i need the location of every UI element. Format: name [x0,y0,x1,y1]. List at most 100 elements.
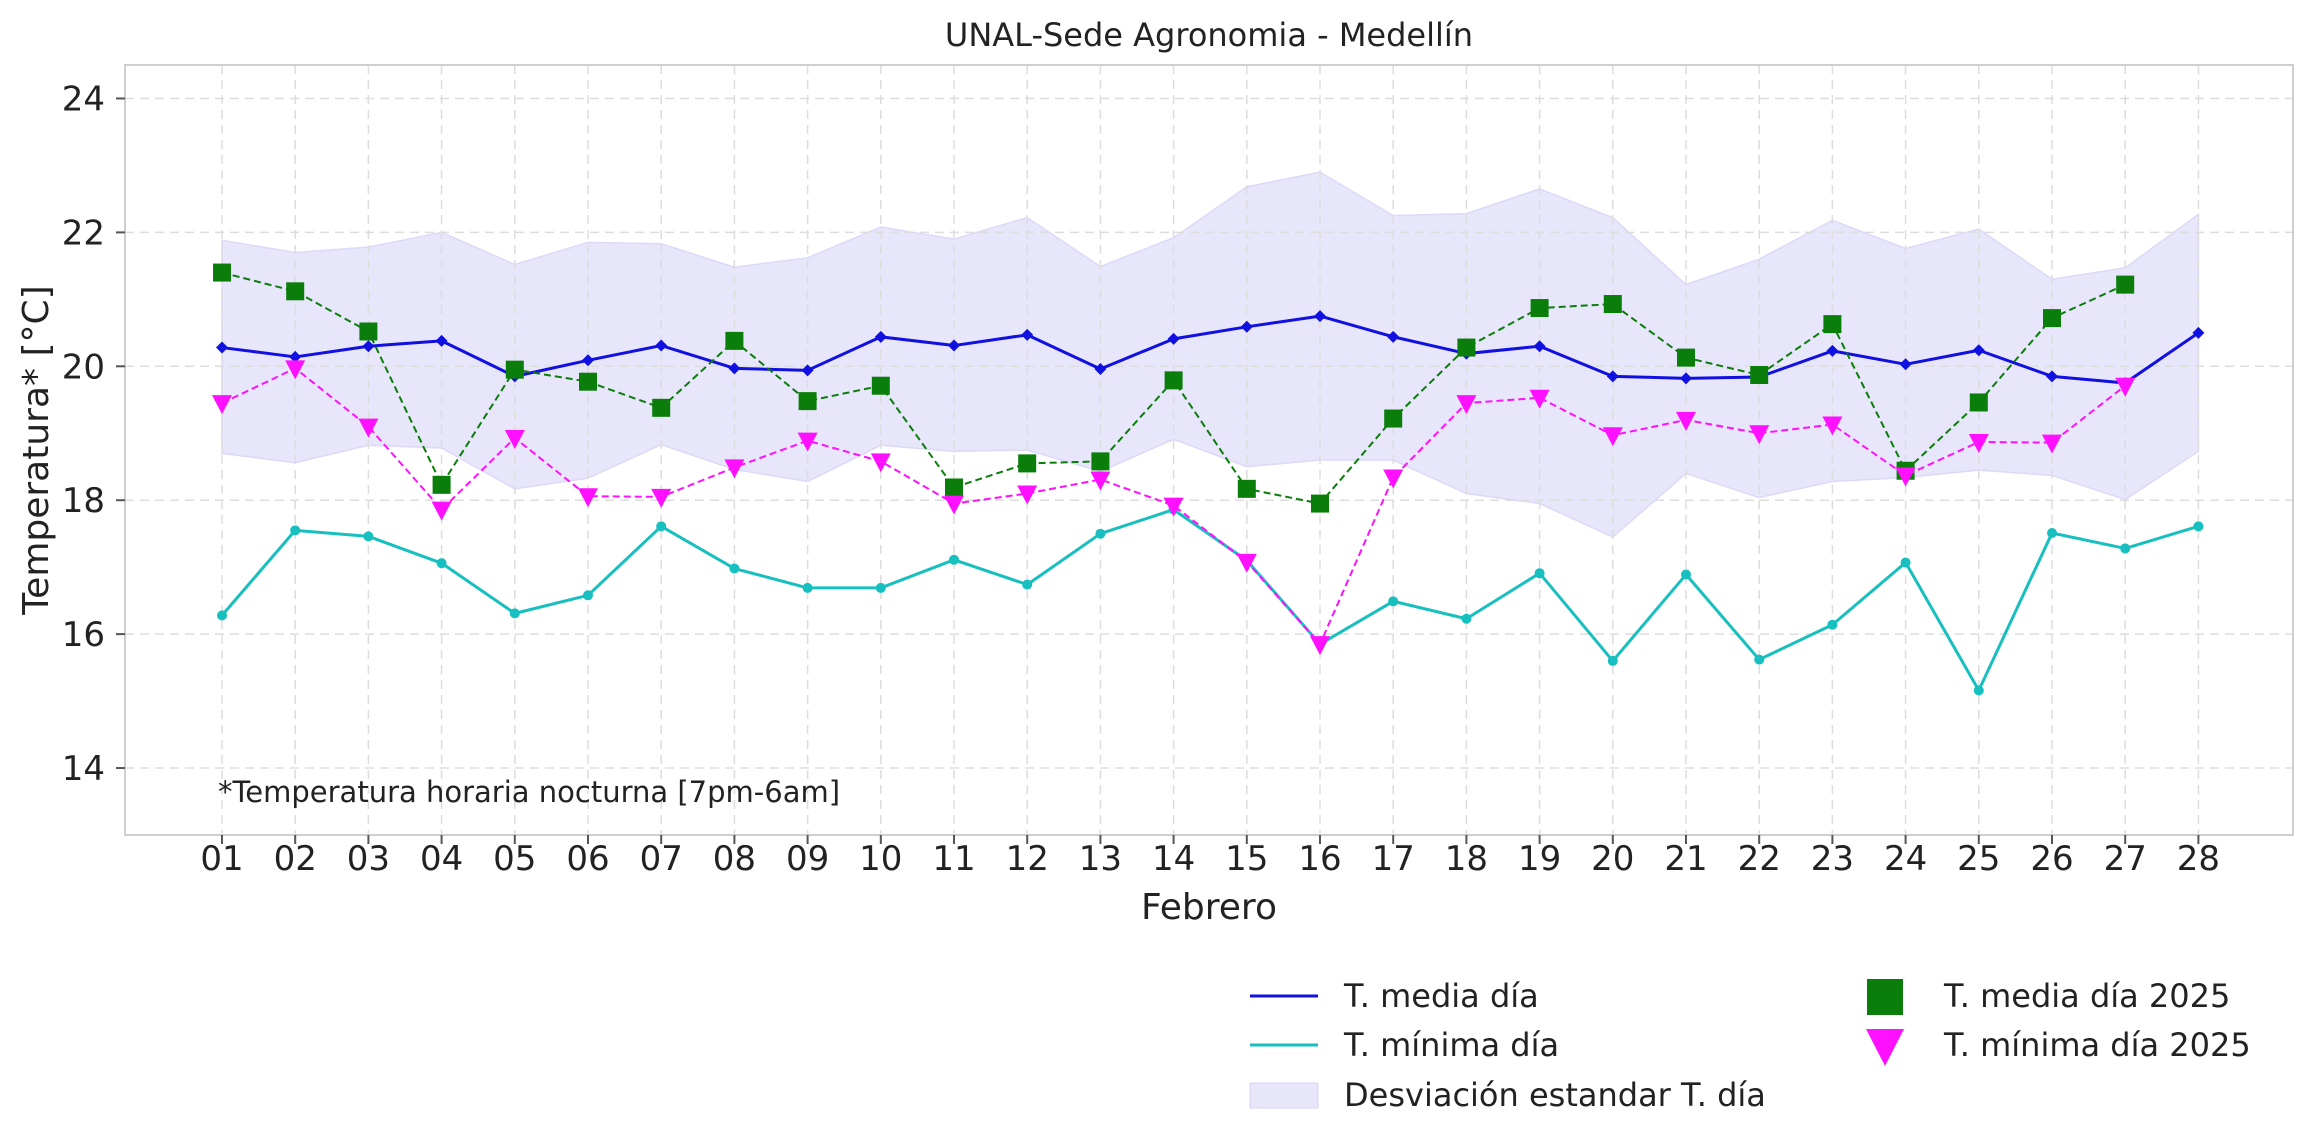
x-tick-label: 02 [274,839,317,879]
series-4-point [870,453,891,473]
series-1-point [1973,685,1984,696]
series-3-point [1311,494,1329,513]
series-0-point [582,354,594,367]
series-0-point [1533,340,1546,353]
series-4 [212,360,2136,656]
y-tick-label: 24 [62,79,105,119]
series-0-point [1972,344,1985,357]
series-0-point [216,341,228,354]
series-1-point [1022,579,1033,590]
legend-label-std-band: Desviación estandar T. día [1344,1076,1766,1114]
series-0-point [2192,326,2205,339]
x-tick-label: 18 [1445,839,1488,879]
series-4-point [1163,497,1184,517]
series-3-point [359,322,378,341]
series-1-line [220,508,2199,692]
legend-swatch-t-minima-2025 [1866,1029,1904,1066]
series-0-point [1826,344,1839,357]
x-tick-label: 09 [786,839,829,879]
series-0-point [655,339,668,352]
y-tick-label: 16 [62,615,105,655]
x-tick-label: 17 [1372,839,1415,879]
series-0-point [1167,332,1180,345]
series-0-point [2046,370,2058,383]
series-3-point [1677,348,1695,367]
series-3-point [1750,366,1769,385]
series-0-point [728,362,741,375]
series-1-point [1388,596,1399,607]
series-3-point [286,282,305,301]
series-4-point [1529,389,1550,409]
series-1-point [1095,528,1106,539]
series-3-point [505,360,524,379]
series-4-point [1749,425,1770,445]
series-1-point [2120,543,2131,554]
legend-label-t-media: T. media día [1343,977,1539,1015]
series-0-line [221,314,2200,385]
series-3-point [1457,338,1476,357]
x-tick-label: 05 [493,839,536,879]
series-0-point [435,334,448,347]
series-3-point [579,372,597,391]
y-tick-label: 22 [62,213,105,253]
x-tick-label: 25 [1957,839,2000,879]
series-1-point [290,525,301,536]
series-1-point [1754,654,1765,665]
x-tick-label: 16 [1298,839,1341,879]
series-1-point [949,554,959,565]
x-tick-label: 14 [1152,839,1195,879]
series-0-point [1314,310,1326,323]
series-4-point [358,418,379,438]
series-3-point [1603,295,1622,314]
series-layer [212,263,2205,696]
series-4-point [944,495,964,515]
series-0-point [801,364,814,377]
series-3-point [1164,371,1183,390]
x-tick-label: 20 [1591,839,1634,879]
series-0-point [289,350,302,363]
x-tick-label: 28 [2177,839,2220,879]
x-tick-label: 10 [859,839,902,879]
series-3 [213,263,2135,513]
series-0-point [1387,330,1400,343]
series-3-point [945,478,963,497]
x-tick-label: 24 [1884,839,1927,879]
x-tick-label: 08 [713,839,756,879]
series-3-point [2116,275,2135,294]
series-1-point [583,590,593,601]
series-1-point [2047,528,2057,539]
series-4-point [1602,427,1623,447]
series-1-point [1681,569,1691,580]
series-0-point [874,330,887,343]
series-4-point [431,501,452,521]
y-tick-labels: 14 16 18 20 22 24 [62,79,125,789]
x-axis-label: Febrero [1141,887,1277,928]
series-4-point [2115,377,2136,397]
series-0-point [1899,358,1912,371]
y-tick-label: 20 [62,347,105,387]
series-0-point [1680,372,1692,385]
series-0-point [1240,320,1253,333]
series-3-point [1091,452,1110,471]
series-3-point [213,263,231,282]
x-tick-label: 26 [2030,839,2073,879]
x-tick-label: 06 [566,839,609,879]
y-tick-label: 18 [62,481,105,521]
series-4-point [1090,471,1111,491]
std-band-area [221,171,2200,538]
series-3-point [1018,454,1037,473]
y-tick-label: 14 [62,749,105,789]
series-1-point [1900,557,1911,568]
x-tick-label: 19 [1518,839,1561,879]
x-tick-label: 01 [200,839,243,879]
x-tick-label: 04 [420,839,463,879]
y-axis-label: Temperatura* [°C] [16,285,57,615]
series-0-point [948,339,960,352]
series-3-point [2043,309,2061,328]
series-1-point [363,531,374,542]
series-4-point [212,395,232,415]
x-tick-labels: 01 02 03 04 05 06 07 08 09 10 11 12 13 14 15 16 17 18 19 20… [200,835,2220,879]
series-4-point [285,360,306,380]
x-tick-label: 13 [1079,839,1122,879]
series-1-point [875,582,886,593]
